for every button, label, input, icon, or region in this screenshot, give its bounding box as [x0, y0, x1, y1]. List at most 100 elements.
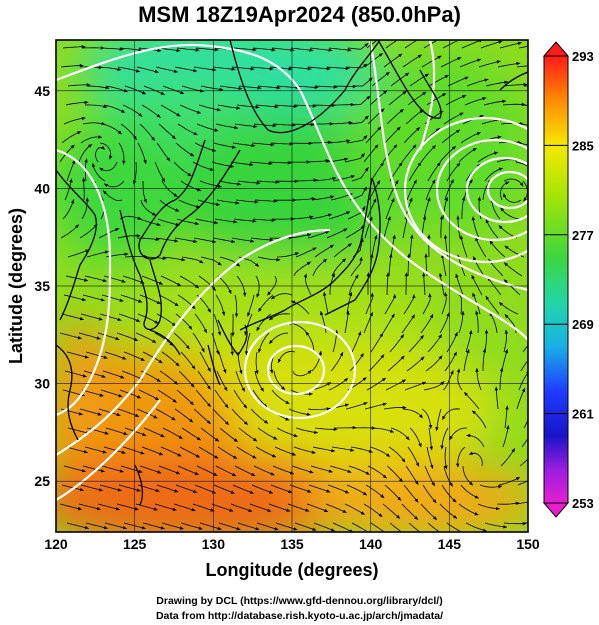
streamline [198, 446, 219, 459]
streamline-arrowhead [306, 261, 311, 266]
streamline [388, 90, 407, 106]
streamline-arrowhead [354, 274, 359, 279]
streamline-arrowhead [70, 144, 75, 149]
streamline-arrowhead [243, 292, 247, 297]
streamline [80, 313, 103, 321]
isobars [56, 40, 528, 501]
streamline [312, 258, 328, 277]
streamline [141, 104, 161, 118]
streamline [181, 256, 204, 264]
streamline [290, 216, 314, 220]
streamline [371, 235, 377, 258]
streamline [436, 408, 442, 431]
streamline [287, 503, 310, 512]
streamline-arrowhead [350, 448, 355, 452]
streamline-arrowhead [115, 228, 120, 232]
streamline [253, 465, 275, 476]
streamline-arrowhead [257, 86, 262, 90]
streamline [66, 351, 89, 359]
streamline [218, 180, 242, 185]
streamline [160, 275, 182, 287]
streamline-arrowhead [369, 312, 373, 317]
streamline-arrowhead [362, 377, 367, 381]
streamline [177, 465, 199, 476]
streamline-arrowhead [171, 135, 176, 139]
streamline [389, 334, 405, 353]
streamline-arrowhead [496, 60, 501, 64]
streamline [192, 503, 215, 512]
streamline-arrowhead [117, 488, 122, 492]
streamline [98, 66, 122, 71]
streamline-arrowhead [153, 415, 158, 419]
streamline-arrowhead [255, 105, 260, 109]
streamline-arrowhead [444, 75, 449, 79]
streamline [421, 55, 442, 68]
streamline [100, 389, 123, 398]
streamline [497, 62, 521, 68]
streamline-arrowhead [400, 355, 405, 360]
streamline-arrowhead [121, 279, 126, 283]
streamline-arrowhead [532, 169, 536, 173]
streamline [444, 351, 457, 372]
streamline-arrowhead [194, 471, 199, 475]
streamline-arrowhead [402, 405, 407, 410]
streamline [478, 60, 501, 68]
streamline [498, 301, 519, 315]
streamline-arrowhead [217, 261, 222, 266]
streamline-arrowhead [137, 216, 142, 220]
streamline-arrowhead [312, 247, 317, 251]
streamline [389, 522, 403, 532]
streamline-arrowhead [191, 508, 196, 512]
streamline-arrowhead [258, 307, 262, 312]
streamline-arrowhead [350, 175, 355, 179]
streamline-arrowhead [177, 282, 181, 286]
streamline-arrowhead [345, 66, 350, 71]
streamline [139, 123, 156, 142]
streamline [157, 389, 177, 403]
streamline [460, 484, 479, 499]
streamline [503, 178, 524, 187]
streamline [461, 196, 465, 220]
streamline [196, 123, 219, 132]
streamline-arrowhead [264, 420, 268, 424]
streamline [271, 218, 295, 220]
streamline [518, 45, 528, 49]
streamline-arrowhead [453, 351, 457, 356]
streamline [288, 408, 311, 416]
streamline [276, 252, 300, 258]
streamline [459, 58, 482, 68]
streamline [180, 180, 202, 192]
streamline [116, 503, 139, 511]
streamline [65, 275, 88, 282]
streamline-arrowhead [381, 378, 386, 382]
streamline-arrowhead [158, 452, 163, 456]
streamline-arrowhead [364, 43, 369, 47]
streamline-arrowhead [233, 438, 238, 442]
grid [56, 40, 528, 532]
streamline [154, 161, 166, 183]
streamline-arrowhead [484, 78, 489, 82]
streamline [350, 95, 371, 106]
streamline [464, 97, 487, 106]
streamline [217, 104, 241, 109]
streamline [441, 292, 447, 315]
streamline [332, 175, 355, 182]
streamline [212, 66, 236, 70]
streamline [465, 522, 487, 532]
streamline [82, 122, 106, 125]
streamline [365, 126, 382, 144]
streamline [196, 465, 218, 476]
streamline-arrowhead [157, 470, 162, 474]
streamline [515, 161, 528, 167]
streamline-arrowhead [536, 64, 540, 68]
streamline-arrowhead [504, 245, 509, 250]
streamline [117, 408, 140, 417]
streamline-arrowhead [101, 145, 105, 150]
streamline [425, 355, 443, 372]
streamline-arrowhead [420, 36, 424, 39]
streamline-arrowhead [374, 235, 378, 239]
streamline-arrowhead [156, 378, 161, 382]
streamline [231, 408, 249, 426]
streamline [212, 237, 236, 243]
streamline [173, 503, 196, 512]
